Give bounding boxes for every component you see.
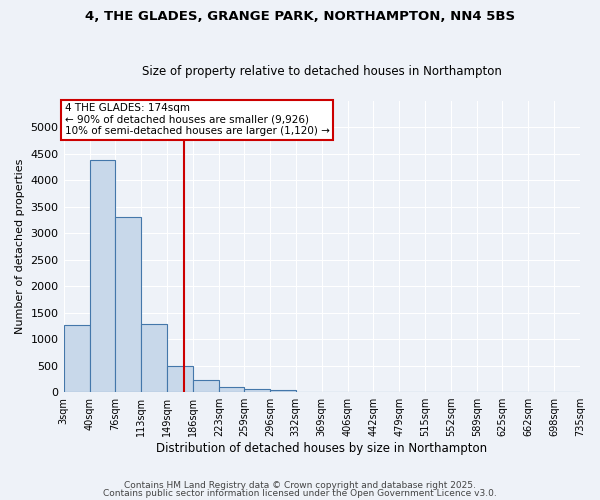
Bar <box>167 366 193 392</box>
Text: 4 THE GLADES: 174sqm
← 90% of detached houses are smaller (9,926)
10% of semi-de: 4 THE GLADES: 174sqm ← 90% of detached h… <box>65 103 330 136</box>
Bar <box>219 388 244 392</box>
Text: Contains public sector information licensed under the Open Government Licence v3: Contains public sector information licen… <box>103 488 497 498</box>
Bar <box>193 380 219 392</box>
Y-axis label: Number of detached properties: Number of detached properties <box>15 158 25 334</box>
Bar <box>64 325 89 392</box>
Bar <box>270 390 296 392</box>
Text: 4, THE GLADES, GRANGE PARK, NORTHAMPTON, NN4 5BS: 4, THE GLADES, GRANGE PARK, NORTHAMPTON,… <box>85 10 515 23</box>
X-axis label: Distribution of detached houses by size in Northampton: Distribution of detached houses by size … <box>156 442 487 455</box>
Text: Contains HM Land Registry data © Crown copyright and database right 2025.: Contains HM Land Registry data © Crown c… <box>124 481 476 490</box>
Bar <box>115 216 141 392</box>
Bar <box>244 389 270 392</box>
Bar <box>141 324 167 392</box>
Bar <box>89 160 115 392</box>
Title: Size of property relative to detached houses in Northampton: Size of property relative to detached ho… <box>142 66 502 78</box>
